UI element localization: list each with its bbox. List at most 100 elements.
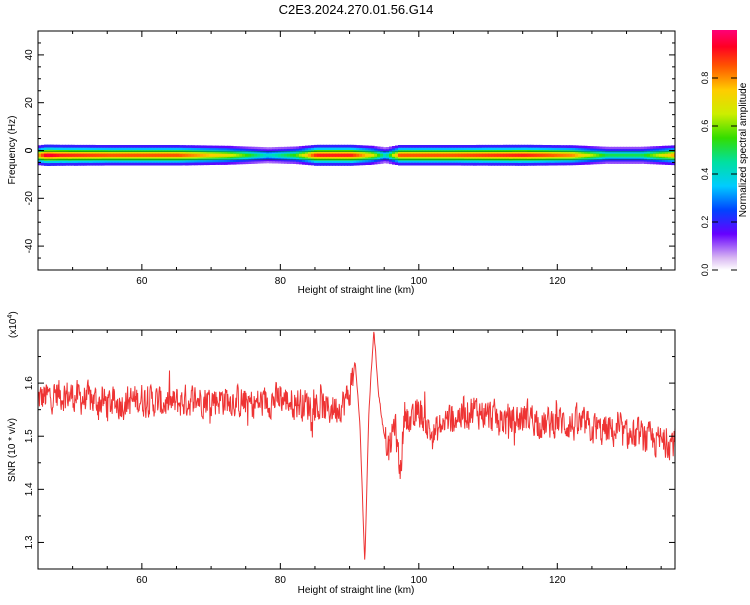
heatmap-cell	[470, 153, 474, 157]
heatmap-cell	[164, 153, 168, 157]
heatmap-cell	[176, 153, 180, 157]
heatmap-cell	[62, 153, 66, 157]
heatmap-cell	[281, 153, 285, 157]
heatmap-cell	[638, 153, 642, 157]
heatmap-cell	[98, 153, 102, 157]
y-tick-label: -40	[24, 238, 35, 253]
heatmap-cell	[305, 153, 309, 157]
snr-x-axis-label: Height of straight line (km)	[298, 585, 415, 596]
heatmap-cell	[647, 153, 651, 157]
heatmap-cell	[566, 153, 570, 157]
heatmap-cell	[212, 153, 216, 157]
heatmap-cell	[626, 153, 630, 157]
heatmap-cell	[560, 153, 564, 157]
heatmap-cell	[158, 153, 162, 157]
heatmap-cell	[629, 153, 633, 157]
heatmap-cell	[659, 153, 663, 157]
heatmap-cell	[611, 153, 615, 157]
heatmap-cell	[323, 153, 327, 157]
heatmap-cell	[296, 153, 300, 157]
heatmap-cell	[422, 153, 426, 157]
heatmap-cell	[311, 153, 315, 157]
heatmap-cell	[419, 153, 423, 157]
heatmap-cell	[596, 153, 600, 157]
heatmap-cell	[413, 153, 417, 157]
colorbar-tick-label: 0.4	[700, 168, 710, 181]
heatmap-cell	[83, 153, 87, 157]
y-tick-label: 0	[24, 147, 35, 153]
heatmap-cell	[257, 153, 261, 157]
heatmap-cell	[533, 153, 537, 157]
heatmap-cell	[41, 153, 45, 157]
heatmap-cell	[587, 153, 591, 157]
heatmap-cell	[656, 153, 660, 157]
heatmap-cell	[605, 153, 609, 157]
heatmap-cell	[671, 153, 675, 157]
snr-panel: 60 80 100 120 1.3 1.4 1.5 1.6 Height of straig…	[7, 311, 676, 596]
heatmap-cell	[377, 153, 381, 157]
heatmap-cell	[77, 153, 81, 157]
heatmap-cell	[299, 153, 303, 157]
heatmap-cell	[122, 153, 126, 157]
heatmap-cell	[329, 153, 333, 157]
heatmap-cell	[260, 154, 264, 157]
heatmap-cell	[89, 153, 93, 157]
y-tick-label: 1.6	[24, 376, 35, 390]
heatmap-cell	[437, 153, 441, 157]
heatmap-cell	[140, 153, 144, 157]
heatmap-cell	[173, 153, 177, 157]
snr-y-axis-label: SNR (10 * v/v)	[7, 418, 18, 482]
heatmap-cell	[428, 153, 432, 157]
heatmap-cell	[290, 153, 294, 157]
heatmap-cell	[71, 153, 75, 157]
heatmap-cell	[476, 153, 480, 157]
heatmap-cell	[578, 153, 582, 157]
heatmap-cell	[497, 153, 501, 157]
heatmap-cell	[590, 153, 594, 157]
heatmap-cell	[521, 153, 525, 157]
heatmap-cell	[539, 153, 543, 157]
x-tick-label: 80	[275, 276, 287, 287]
snr-y-ticks: 1.3 1.4 1.5 1.6	[24, 329, 675, 570]
heatmap-cell	[221, 153, 225, 157]
heatmap-cell	[410, 153, 414, 157]
snr-multiplier: (x104)	[7, 311, 19, 338]
x-tick-label: 80	[275, 575, 287, 586]
heatmap-cell	[365, 153, 369, 157]
heatmap-cell	[101, 153, 105, 157]
snr-multiplier-base: (x10	[8, 318, 19, 338]
heatmap-cell	[209, 153, 213, 157]
heatmap-cell	[584, 153, 588, 157]
heatmap-cell	[488, 153, 492, 157]
heatmap-cell	[50, 153, 54, 157]
heatmap-cell	[461, 153, 465, 157]
heatmap-cell	[563, 153, 567, 157]
heatmap-cell	[416, 153, 420, 157]
colorbar: 0.0 0.2 0.4 0.6 0.8 Normalized spectral ampl…	[700, 30, 749, 276]
heatmap-cell	[347, 153, 351, 157]
heatmap-cell	[368, 153, 372, 157]
heatmap-cell	[338, 153, 342, 157]
snr-x-ticks: 60 80 100 120	[37, 330, 662, 586]
heatmap-cell	[110, 153, 114, 157]
heatmap-cell	[353, 153, 357, 157]
heatmap-cell	[218, 153, 222, 157]
heatmap-cell	[551, 153, 555, 157]
heatmap-cell	[242, 153, 246, 157]
spectrogram-x-axis-label: Height of straight line (km)	[298, 285, 415, 296]
heatmap-cell	[335, 153, 339, 157]
heatmap-cell	[635, 153, 639, 157]
heatmap-cell	[113, 153, 117, 157]
heatmap-cell	[149, 153, 153, 157]
heatmap-cell	[572, 153, 576, 157]
colorbar-tick-label: 0.6	[700, 120, 710, 133]
heatmap-cell	[233, 153, 237, 157]
heatmap-cell	[134, 153, 138, 157]
heatmap-cell	[143, 153, 147, 157]
heatmap-cell	[65, 153, 69, 157]
heatmap-cell	[575, 153, 579, 157]
x-tick-label: 100	[410, 276, 427, 287]
heatmap-cell	[74, 153, 78, 157]
heatmap-cell	[275, 154, 279, 157]
